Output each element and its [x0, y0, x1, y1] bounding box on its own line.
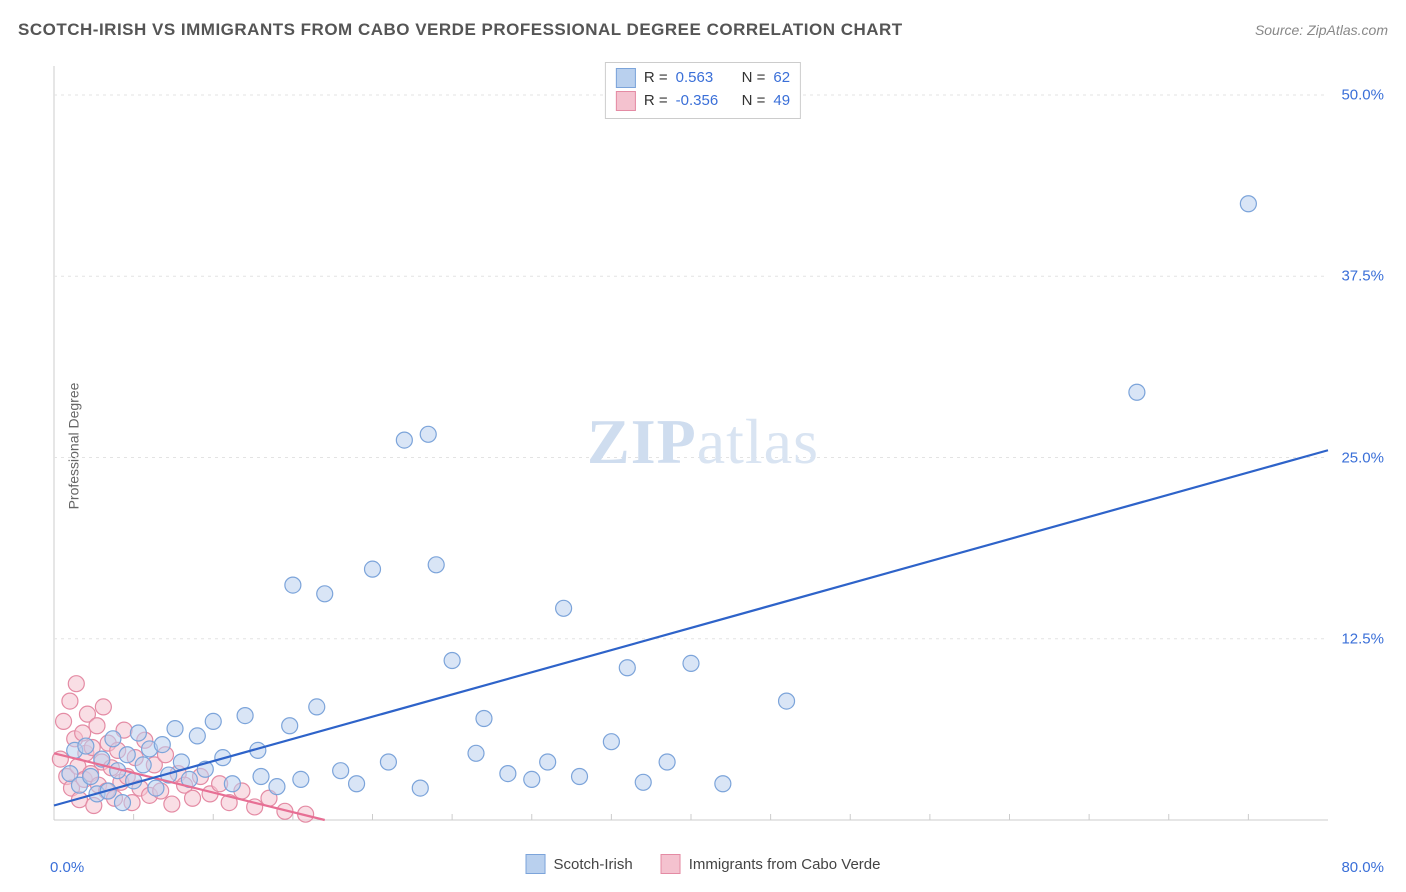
- n-value: 49: [773, 90, 790, 113]
- legend-label: Immigrants from Cabo Verde: [689, 856, 881, 873]
- series-swatch: [616, 68, 636, 88]
- chart-source: Source: ZipAtlas.com: [1255, 22, 1388, 38]
- legend-swatch: [661, 854, 681, 874]
- legend-label: Scotch-Irish: [554, 856, 633, 873]
- r-value: 0.563: [676, 67, 734, 90]
- chart-header: SCOTCH-IRISH VS IMMIGRANTS FROM CABO VER…: [18, 20, 1388, 40]
- y-tick-label: 25.0%: [1341, 449, 1384, 466]
- n-value: 62: [773, 67, 790, 90]
- y-tick-label: 12.5%: [1341, 630, 1384, 647]
- legend: Scotch-Irish Immigrants from Cabo Verde: [526, 854, 881, 874]
- legend-swatch: [526, 854, 546, 874]
- correlation-row: R = -0.356 N = 49: [616, 90, 790, 113]
- x-axis-min-label: 0.0%: [50, 859, 84, 876]
- series-swatch: [616, 91, 636, 111]
- chart-title: SCOTCH-IRISH VS IMMIGRANTS FROM CABO VER…: [18, 20, 903, 40]
- legend-item: Immigrants from Cabo Verde: [661, 854, 881, 874]
- r-value: -0.356: [676, 90, 734, 113]
- correlation-row: R = 0.563 N = 62: [616, 67, 790, 90]
- plot-area: [48, 60, 1388, 830]
- scatter-svg: [48, 60, 1388, 830]
- legend-item: Scotch-Irish: [526, 854, 633, 874]
- correlation-box: R = 0.563 N = 62 R = -0.356 N = 49: [605, 62, 801, 119]
- y-tick-label: 37.5%: [1341, 268, 1384, 285]
- x-axis-max-label: 80.0%: [1341, 859, 1384, 876]
- y-tick-label: 50.0%: [1341, 87, 1384, 104]
